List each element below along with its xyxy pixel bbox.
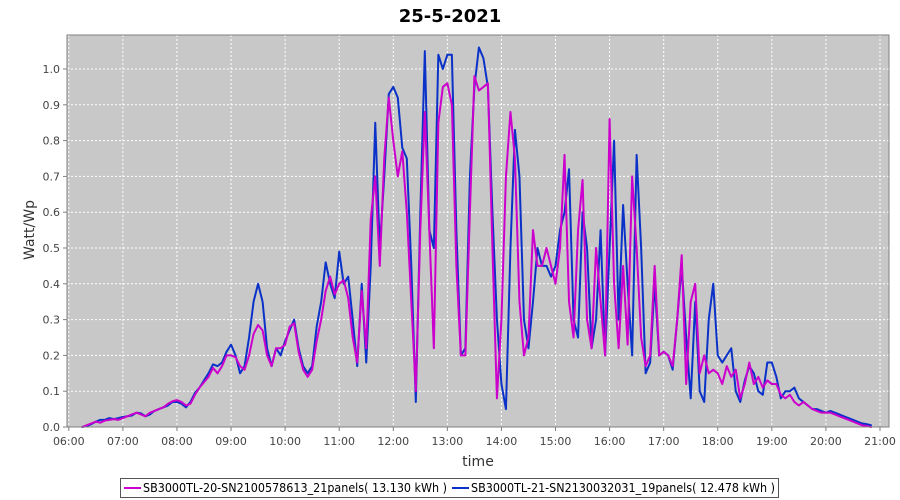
y-tick-label: 0.8 [43,135,61,148]
x-tick-label: 13:00 [432,435,464,448]
x-tick-label: 11:00 [323,435,355,448]
legend-label: SB3000TL-21-SN2130032031_19panels( 12.47… [471,481,775,495]
x-tick-label: 06:00 [53,435,85,448]
y-tick-label: 0.1 [43,385,61,398]
y-tick-label: 0.4 [43,278,61,291]
legend-label: SB3000TL-20-SN2100578613_21panels( 13.13… [143,481,447,495]
x-tick-label: 10:00 [269,435,301,448]
series-line-1 [81,75,872,428]
legend: SB3000TL-20-SN2100578613_21panels( 13.13… [120,478,779,498]
x-tick-label: 07:00 [107,435,139,448]
x-tick-label: 18:00 [702,435,734,448]
chart-title: 25-5-2021 [399,6,502,27]
y-tick-label: 0.3 [43,314,61,327]
x-tick-label: 20:00 [810,435,842,448]
x-tick-label: 15:00 [540,435,572,448]
legend-box [120,478,779,498]
legend-item-2: SB3000TL-21-SN2130032031_19panels( 12.47… [452,481,775,495]
x-tick-label: 14:00 [486,435,518,448]
x-tick-label: 09:00 [215,435,247,448]
series-lines [81,46,872,428]
y-tick-label: 1.0 [43,63,61,76]
x-tick-label: 12:00 [377,435,409,448]
y-tick-label: 0.0 [43,421,61,434]
plot-area [67,35,889,427]
x-tick-label: 17:00 [648,435,680,448]
legend-item-1: SB3000TL-20-SN2100578613_21panels( 13.13… [124,481,447,495]
y-tick-label: 0.2 [43,349,61,362]
y-tick-label: 0.6 [43,206,61,219]
x-tick-label: 08:00 [161,435,193,448]
x-tick-label: 16:00 [594,435,626,448]
x-axis-label: time [462,454,494,470]
y-tick-label: 0.9 [43,99,61,112]
x-tick-label: 21:00 [864,435,896,448]
x-axis: 06:00 07:00 08:00 09:00 10:00 11:00 12:00 13:00… [53,427,896,448]
y-tick-label: 0.5 [43,242,61,255]
x-tick-label: 19:00 [756,435,788,448]
y-axis-label: Watt/Wp [22,200,38,260]
y-tick-label: 0.7 [43,170,61,183]
series-line-2 [81,46,872,428]
y-axis: 0.0 0.1 0.2 0.3 0.4 0.5 0.6 0.7 0.8 0.9 1.0 [43,63,67,434]
plot-frame [66,34,890,428]
